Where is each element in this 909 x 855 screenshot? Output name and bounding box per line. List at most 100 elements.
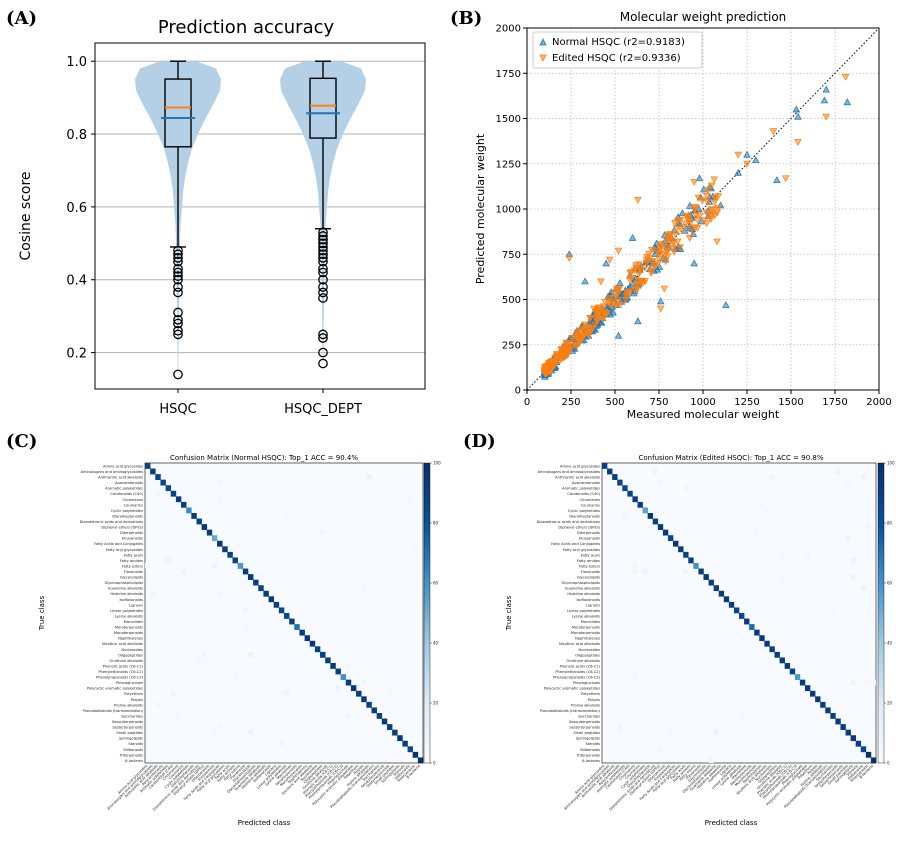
c-row-label: Monoterpenoids	[114, 631, 143, 635]
matrix-cell-diagonal	[627, 490, 633, 497]
chart-a-ytick-label: 0.6	[66, 201, 87, 216]
scatter-point-edited-hsqc	[551, 355, 559, 363]
outlier-point	[318, 333, 328, 343]
outlier-point	[318, 358, 328, 369]
chart-c: Confusion Matrix (Normal HSQC): Top_1 AC…	[38, 454, 441, 827]
colorbar-tick-label: 80	[433, 521, 439, 526]
scatter-point-edited-hsqc	[565, 254, 574, 262]
outlier-point	[173, 256, 183, 267]
d-row-label: Carotenoids (C40)	[567, 492, 600, 496]
matrix-cell-diagonal	[381, 718, 388, 725]
matrix-cell	[759, 501, 765, 508]
matrix-cell-diagonal	[392, 729, 398, 736]
chart-a-frame	[94, 42, 426, 390]
scatter-point-edited-hsqc	[822, 113, 830, 121]
matrix-cell-diagonal	[227, 551, 233, 558]
matrix-cell-diagonal	[242, 568, 249, 575]
scatter-point-edited-hsqc	[627, 269, 636, 277]
scatter-point-edited-hsqc	[582, 325, 590, 333]
matrix-cell	[211, 563, 218, 569]
outlier-point	[173, 282, 183, 292]
scatter-point-edited-hsqc	[614, 285, 623, 293]
d-row-label: Fatty esters	[579, 564, 600, 568]
c-row-label: Proline alkaloids	[114, 703, 143, 707]
matrix-cell-diagonal	[632, 496, 638, 503]
matrix-cell-diagonal	[294, 624, 300, 630]
matrix-cell	[386, 690, 393, 697]
scatter-point-normal-hsqc	[792, 105, 801, 113]
matrix-cell-diagonal	[855, 740, 862, 747]
box-iqr	[164, 78, 192, 148]
matrix-cell-diagonal	[350, 685, 357, 692]
matrix-cell	[632, 674, 638, 680]
colorbar-tick-label: 60	[433, 581, 439, 586]
matrix-cell-diagonal	[330, 663, 336, 669]
d-row-label: Stilbenoids	[580, 748, 600, 752]
c-row-label: Small peptides	[116, 731, 143, 735]
matrix-cell	[779, 574, 785, 580]
d-row-label: Linear polyketides	[567, 609, 600, 613]
scatter-point-edited-hsqc	[568, 335, 576, 342]
outlier-point	[318, 256, 328, 267]
chart-b-frame	[526, 27, 880, 391]
matrix-cell	[662, 701, 668, 708]
c-row-label: Oligopeptides	[118, 653, 143, 657]
matrix-cell	[632, 568, 638, 575]
matrix-cell	[617, 724, 623, 730]
outlier-point	[318, 231, 328, 241]
scatter-point-normal-hsqc	[656, 297, 665, 305]
scatter-point-edited-hsqc	[681, 220, 690, 228]
scatter-point-edited-hsqc	[586, 315, 594, 322]
chart-b-xtick-label: 1500	[778, 397, 803, 408]
outlier-point	[318, 287, 328, 298]
d-row-label: Diterpenoids	[577, 531, 600, 535]
scatter-point-edited-hsqc	[734, 151, 742, 159]
scatter-point-edited-hsqc	[598, 316, 607, 323]
scatter-point-edited-hsqc	[700, 217, 709, 225]
matrix-cell-diagonal	[693, 563, 699, 569]
d-col-label: Polyols	[807, 764, 819, 776]
outlier-point	[173, 263, 183, 274]
matrix-cell-diagonal	[602, 463, 608, 469]
chart-b-xtick-label: 2000	[866, 397, 891, 408]
matrix-cell-diagonal	[728, 601, 735, 608]
c-row-label: Phenolic acids (C6-C1)	[103, 664, 144, 668]
matrix-cell-diagonal	[840, 724, 846, 730]
colorbar-tick-label: 0	[433, 761, 436, 766]
matrix-cell-diagonal	[769, 646, 775, 653]
scatter-point-edited-hsqc	[693, 216, 702, 224]
matrix-cell-diagonal	[366, 701, 372, 708]
outlier-point	[173, 245, 183, 256]
scatter-point-edited-hsqc	[841, 73, 850, 81]
scatter-point-edited-hsqc	[708, 206, 716, 213]
scatter-point-normal-hsqc	[634, 317, 642, 325]
c-row-label: Phloroglucinols	[116, 681, 143, 685]
d-row-label: Cyclic polyketides	[568, 509, 600, 513]
matrix-cell	[612, 651, 618, 658]
matrix-cell-diagonal	[417, 757, 424, 764]
c-row-label: Chromanes	[123, 498, 144, 502]
scatter-point-edited-hsqc	[685, 234, 694, 242]
scatter-point-normal-hsqc	[752, 156, 760, 164]
matrix-cell-diagonal	[667, 535, 674, 542]
matrix-cell	[361, 585, 367, 591]
matrix-cell-diagonal	[718, 590, 725, 597]
scatter-point-edited-hsqc	[687, 226, 696, 234]
colorbar-tick-label: 60	[887, 581, 893, 586]
chart-a-ylabel: Cosine score	[18, 171, 34, 260]
matrix-cell-diagonal	[386, 724, 393, 730]
matrix-cell	[683, 485, 689, 491]
c-row-label: Fatty acyls	[124, 553, 143, 557]
outlier-point	[318, 274, 328, 285]
scatter-point-edited-hsqc	[591, 321, 600, 329]
matrix-cell-diagonal	[845, 729, 851, 736]
matrix-cell	[657, 746, 663, 752]
scatter-point-edited-hsqc	[702, 209, 711, 217]
scatter-point-edited-hsqc	[653, 248, 661, 255]
chart-b-xtick-label: 500	[605, 397, 624, 408]
scatter-point-edited-hsqc	[645, 250, 653, 258]
c-row-label: Coumarins	[124, 503, 143, 507]
c-row-label: Lysine alkaloids	[115, 614, 143, 618]
matrix-cell	[232, 674, 238, 680]
scatter-point-normal-hsqc	[614, 331, 623, 339]
